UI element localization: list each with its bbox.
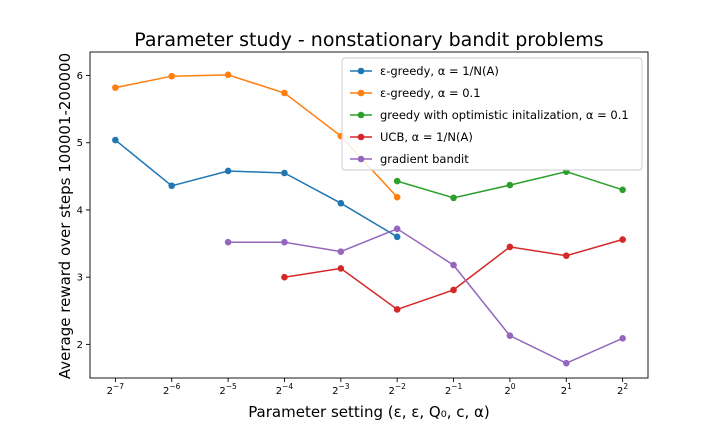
data-point	[393, 193, 401, 201]
data-point	[393, 225, 401, 233]
data-point	[337, 248, 345, 255]
data-point	[112, 136, 119, 144]
chart-title: Parameter study - nonstationary bandit p…	[134, 29, 603, 51]
data-point	[450, 286, 457, 294]
data-point	[506, 181, 514, 189]
x-tick-label: 2−7	[107, 382, 125, 397]
x-tick-label: 2−6	[163, 382, 181, 397]
y-tick-label: 3	[77, 273, 83, 284]
x-tick-label: 20	[504, 382, 515, 397]
data-point	[281, 89, 288, 97]
legend-label: ε-greedy, α = 1/N(A)	[380, 64, 499, 78]
data-point	[168, 72, 176, 80]
legend-label: ε-greedy, α = 0.1	[380, 86, 481, 100]
data-point	[562, 252, 570, 259]
legend: ε-greedy, α = 1/N(A) ε-greedy, α = 0.1 gre…	[341, 57, 643, 171]
legend-marker	[357, 133, 365, 141]
x-tick-label: 2−2	[388, 382, 406, 397]
y-tick-label: 6	[77, 71, 83, 82]
data-point	[619, 335, 626, 342]
data-point	[112, 84, 119, 91]
data-point	[506, 332, 514, 339]
data-point	[562, 359, 570, 367]
data-point	[393, 177, 401, 185]
y-tick-label: 2	[77, 340, 83, 351]
data-point	[281, 169, 288, 177]
series-line-4	[228, 227, 623, 365]
legend-label: UCB, α = 1/N(A)	[380, 130, 473, 144]
plot-frame	[89, 51, 649, 379]
plot-area	[89, 51, 649, 379]
series-layer	[112, 71, 626, 367]
data-point	[619, 186, 626, 194]
series-line-0	[114, 139, 398, 238]
data-point	[337, 199, 345, 207]
x-tick-label: 22	[617, 382, 628, 397]
data-point	[619, 236, 626, 243]
legend-marker	[357, 111, 365, 119]
x-axis: 2−7 2−6 2−5 2−4 2−3 2−2 2−1 20 21 22	[107, 378, 628, 397]
data-point	[224, 167, 232, 175]
data-point	[393, 306, 401, 313]
data-point	[281, 273, 288, 281]
y-axis: 2 3 4 5 6	[77, 71, 90, 351]
y-tick-label: 5	[77, 138, 83, 149]
data-point	[393, 233, 401, 241]
x-tick-label: 2−4	[276, 382, 294, 397]
data-point	[506, 243, 514, 251]
data-point	[281, 238, 288, 246]
legend-marker	[357, 155, 365, 163]
x-tick-label: 2−5	[219, 382, 237, 397]
legend-marker	[357, 89, 365, 97]
data-point	[337, 265, 345, 272]
data-point	[224, 238, 232, 246]
x-tick-label: 2−3	[332, 382, 350, 397]
data-point	[450, 261, 457, 269]
x-tick-label: 2−1	[445, 382, 463, 397]
x-tick-label: 21	[561, 382, 572, 397]
data-point	[224, 71, 232, 79]
x-axis-label: Parameter setting (ε, ε, Q₀, c, α)	[248, 403, 490, 421]
legend-marker	[357, 67, 365, 75]
y-axis-label: Average reward over steps 100001-200000	[56, 53, 74, 379]
data-point	[450, 194, 457, 202]
legend-label: gradient bandit	[380, 152, 469, 166]
legend-box	[341, 57, 643, 171]
data-point	[168, 182, 176, 190]
legend-label: greedy with optimistic initalization, α …	[380, 108, 629, 122]
y-tick-label: 4	[77, 205, 83, 216]
